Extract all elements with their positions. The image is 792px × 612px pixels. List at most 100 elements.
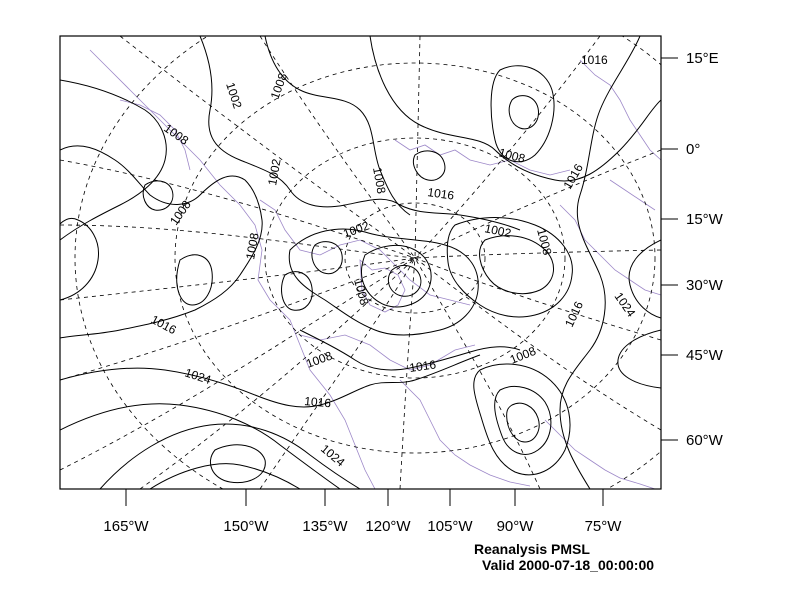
contour-label: 1024 [318,442,348,470]
coastline [559,204,661,296]
coastline [259,199,471,306]
graticule-circle [344,202,486,314]
contour-line [99,423,361,489]
graticule [60,36,661,489]
coastline [119,99,191,171]
contour-label: 1016 [149,312,179,337]
coastline [299,334,476,371]
contour-label: 1016 [562,299,586,329]
contour-line [288,228,479,336]
graticule-line [60,159,416,259]
contour-line [508,95,539,130]
contour-label: 1008 [508,344,538,367]
graticule-line [414,36,601,259]
contour-line [60,145,263,339]
contour-label: 1008 [243,231,261,260]
contour-label: 1002 [483,221,512,240]
graticule-line [119,36,416,259]
contour-label: 1016 [427,185,456,203]
contour-line [490,65,555,163]
contour-line [617,329,661,389]
contour-line [60,217,99,301]
contour-line [176,254,213,306]
contour-line [506,402,540,443]
contour-line [387,264,422,297]
coastline [399,379,531,487]
valid-time: Valid 2000-07-18_00:00:00 [482,557,655,573]
coastline [359,259,406,313]
contour-label: 1008 [534,227,555,257]
graticule-line [399,257,416,489]
contour-label: 1024 [612,290,639,320]
graticule-line [259,36,416,259]
graticule-line [60,257,416,301]
graticule-line [60,224,416,259]
coastline [394,139,571,176]
graticule-line [414,257,541,489]
right-axis-labels: 15°E 0° 15°W 30°W 45°W 60°W [686,50,724,449]
graticule-line [414,149,661,259]
graticule-line [414,257,661,431]
y-tick-label: 15°W [686,211,724,228]
contour-label: 1002 [223,81,245,111]
contour-label: 1024 [183,366,213,388]
graticule-line [60,257,416,381]
contour-line [311,241,343,275]
contour-line [281,271,313,311]
contour-line [494,386,552,455]
contour-line [149,463,301,489]
y-tick-label: 15°E [686,50,719,67]
contour-label: 1016 [304,394,332,410]
right-axis-ticks [661,57,678,441]
contour-line [559,36,641,489]
contour-line [60,403,341,489]
x-tick-label: 90°W [497,518,535,535]
contour-line [628,239,661,319]
figure-title: Reanalysis PMSL [474,541,590,557]
x-tick-label: 150°W [223,518,269,535]
coastline [579,59,661,161]
contour-label: 1008 [497,145,527,166]
contour-line [60,354,481,408]
contour-line [60,79,167,241]
contour-label: 1008 [268,71,290,101]
contour-label: 1008 [304,348,334,370]
graticule-line [259,257,416,489]
contour-line [210,444,266,484]
x-tick-label: 75°W [585,518,623,535]
contour-label: 1002 [265,157,283,186]
contour-line [142,180,174,211]
contour-label: 1008 [351,277,372,307]
contour-label: 1016 [408,357,437,375]
contour-line [369,36,661,182]
graticule-circle [264,137,566,379]
coastline [89,49,376,489]
x-tick-label: 165°W [103,518,149,535]
graticule-line [414,249,661,259]
contour-line [479,235,554,295]
x-tick-label: 105°W [427,518,473,535]
graticule-circle [174,62,656,454]
y-tick-label: 60°W [686,432,724,449]
bottom-axis-labels: 165°W 150°W 135°W 120°W 105°W 90°W 75°W [103,518,622,535]
contour-line [299,329,521,371]
contour-line [361,244,432,308]
graticule-line [139,257,416,489]
bottom-axis-ticks [125,489,604,506]
pressure-contours [60,36,661,489]
contour-label: 1016 [581,53,608,67]
coastline [609,179,656,211]
graticule-line [60,257,416,471]
contour-line [473,363,571,476]
y-tick-label: 45°W [686,347,724,364]
x-tick-label: 120°W [365,518,411,535]
coastline [544,419,656,489]
coastlines [89,49,661,489]
contour-label: 1008 [370,166,388,195]
contour-line [446,217,573,318]
x-tick-label: 135°W [302,518,348,535]
contour-line [199,36,521,231]
y-tick-label: 30°W [686,277,724,294]
